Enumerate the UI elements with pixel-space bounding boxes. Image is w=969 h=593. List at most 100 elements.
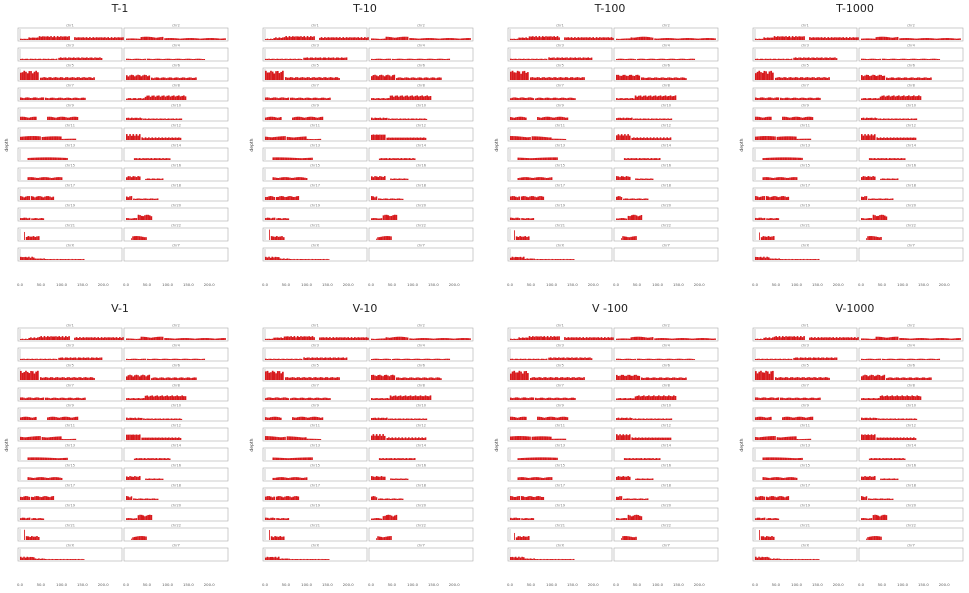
- depth-bar: [80, 97, 83, 100]
- depth-bar: [638, 75, 641, 80]
- depth-bar: [712, 338, 715, 340]
- depth-bar: [284, 177, 286, 180]
- subplot-frame: [123, 367, 229, 382]
- depth-bar: [883, 198, 885, 200]
- x-tick-label: 100.0: [791, 282, 802, 287]
- depth-bar: [49, 258, 52, 260]
- depth-bar: [538, 36, 541, 40]
- depth-bar: [873, 38, 876, 40]
- depth-bar: [269, 116, 272, 120]
- depth-bar: [783, 98, 785, 100]
- depth-bar: [74, 357, 77, 360]
- depth-bar: [429, 338, 431, 340]
- depth-bar: [64, 377, 67, 380]
- depth-bar: [180, 38, 183, 40]
- depth-bar: [40, 397, 43, 400]
- depth-bar: [395, 514, 398, 520]
- depth-bar: [162, 118, 165, 120]
- depth-bar: [276, 38, 279, 40]
- depth-bar: [600, 337, 603, 340]
- depth-bar: [548, 258, 550, 260]
- depth-bar: [308, 417, 311, 420]
- depth-bar: [572, 98, 575, 100]
- depth-bar: [316, 417, 319, 420]
- depth-bar: [607, 37, 610, 40]
- depth-bar: [388, 437, 390, 440]
- depth-bar: [309, 559, 312, 560]
- depth-bar: [579, 357, 581, 360]
- depth-bar: [540, 177, 543, 180]
- depth-bar: [35, 37, 37, 40]
- depth-bar: [769, 116, 772, 120]
- depth-bar: [177, 38, 180, 40]
- depth-bar: [283, 336, 286, 340]
- depth-bar: [377, 38, 380, 40]
- depth-bar: [88, 377, 90, 380]
- depth-bar: [31, 556, 33, 560]
- depth-bar: [416, 358, 419, 360]
- depth-bar: [460, 338, 463, 340]
- depth-bar: [145, 158, 148, 160]
- depth-bar: [66, 357, 69, 360]
- depth-bar: [402, 158, 404, 160]
- depth-bar: [659, 118, 661, 120]
- depth-bar: [312, 398, 315, 400]
- depth-bar: [329, 357, 332, 360]
- depth-bar: [861, 75, 863, 80]
- depth-bar: [143, 158, 146, 160]
- depth-bar: [809, 97, 811, 100]
- depth-bar: [212, 38, 215, 40]
- depth-bar: [770, 37, 772, 40]
- depth-bar: [37, 72, 39, 80]
- depth-bar: [383, 537, 386, 540]
- depth-bar: [398, 37, 401, 40]
- depth-bar: [794, 177, 796, 180]
- depth-bar: [558, 37, 560, 40]
- depth-bar: [651, 358, 654, 360]
- depth-bar: [299, 258, 302, 260]
- depth-bar: [52, 358, 55, 360]
- depth-bar: [308, 116, 311, 120]
- depth-bar: [636, 96, 639, 100]
- depth-bar: [301, 397, 304, 400]
- depth-bar: [646, 137, 649, 140]
- depth-bar: [58, 417, 61, 420]
- depth-bar: [595, 337, 598, 340]
- depth-bar: [82, 357, 85, 360]
- depth-bar: [872, 135, 874, 140]
- depth-bar: [564, 37, 566, 40]
- depth-bar: [565, 37, 568, 40]
- subplot-frame: [507, 147, 613, 162]
- depth-bar: [529, 177, 531, 180]
- depth-bar: [809, 37, 811, 40]
- chromosome-label: chr9: [66, 404, 74, 408]
- depth-bar: [161, 478, 164, 480]
- depth-bar: [274, 157, 276, 160]
- depth-bar: [947, 38, 950, 40]
- depth-bar: [830, 37, 833, 40]
- depth-bar: [137, 135, 139, 140]
- depth-bar: [445, 38, 448, 40]
- depth-bar: [153, 437, 155, 440]
- depth-bar: [279, 196, 281, 200]
- depth-bar: [271, 256, 274, 260]
- depth-bar: [931, 58, 934, 60]
- depth-bar: [31, 518, 33, 520]
- depth-bar: [371, 338, 373, 340]
- depth-bar: [643, 58, 646, 60]
- depth-bar: [150, 478, 152, 480]
- depth-bar: [450, 38, 453, 40]
- depth-bar: [433, 358, 436, 360]
- depth-bar: [142, 75, 144, 80]
- subplot-frame: [17, 527, 123, 542]
- depth-bar: [799, 57, 802, 60]
- depth-bar: [200, 359, 202, 360]
- depth-bar: [648, 58, 651, 60]
- depth-bar: [145, 478, 147, 480]
- depth-bar: [624, 74, 626, 80]
- depth-bar: [891, 58, 894, 60]
- depth-bar: [519, 157, 521, 160]
- depth-bar: [633, 137, 635, 140]
- depth-bar: [383, 476, 386, 480]
